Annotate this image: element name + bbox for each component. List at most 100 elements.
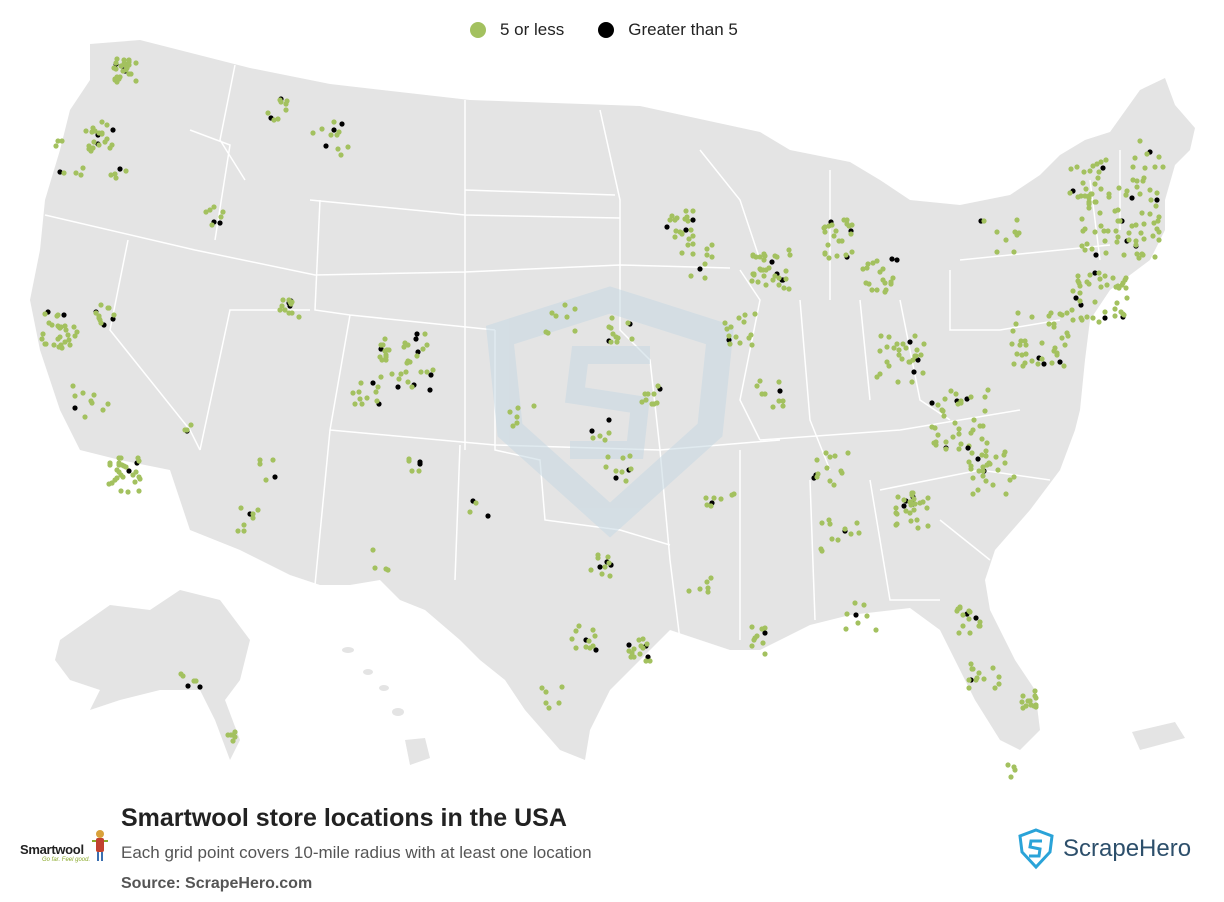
location-dot-low	[757, 254, 763, 260]
location-dot-low	[1090, 163, 1096, 169]
location-dot-low	[894, 341, 900, 347]
location-dot-low	[374, 398, 380, 404]
location-dot-low	[88, 398, 94, 404]
location-dot-low	[1152, 164, 1158, 170]
location-dot-low	[718, 496, 724, 502]
location-dot-low	[191, 678, 197, 684]
location-dot-low	[473, 500, 479, 506]
location-dot-low	[562, 302, 568, 308]
brand-tagline: Go far. Feel good.	[42, 857, 91, 863]
location-dot-high	[395, 384, 401, 390]
location-dot-low	[982, 408, 988, 414]
location-dot-low	[814, 457, 820, 463]
location-dot-low	[702, 275, 708, 281]
location-dot-high	[72, 405, 78, 411]
location-dot-low	[80, 390, 86, 396]
location-dot-low	[763, 282, 769, 288]
location-dot-low	[763, 267, 769, 273]
location-dot-low	[869, 287, 875, 293]
location-dot-low	[430, 367, 436, 373]
location-dot-low	[1079, 317, 1085, 323]
location-dot-low	[841, 217, 847, 223]
location-dot-low	[1098, 186, 1104, 192]
location-dot-low	[685, 242, 691, 248]
location-dot-low	[1096, 169, 1102, 175]
location-dot-low	[649, 401, 655, 407]
location-dot-low	[114, 467, 120, 473]
location-dot-low	[1002, 460, 1008, 466]
location-dot-low	[57, 334, 63, 340]
location-dot-low	[358, 380, 364, 386]
location-dot-low	[1077, 290, 1083, 296]
location-dot-low	[960, 623, 966, 629]
location-dot-low	[819, 548, 825, 554]
location-dot-low	[63, 327, 69, 333]
location-dot-low	[831, 233, 837, 239]
location-dot-low	[1144, 151, 1150, 157]
location-dot-low	[572, 306, 578, 312]
location-dot-low	[856, 530, 862, 536]
location-dot-low	[967, 630, 973, 636]
location-dot-high	[339, 121, 345, 127]
location-dot-high	[272, 474, 278, 480]
location-dot-low	[822, 224, 828, 230]
location-dot-low	[1007, 477, 1013, 483]
location-dot-low	[968, 430, 974, 436]
location-dot-low	[1080, 180, 1086, 186]
location-dot-low	[783, 276, 789, 282]
location-dot-low	[1134, 251, 1140, 257]
location-dot-low	[722, 320, 728, 326]
location-dot-low	[359, 401, 365, 407]
location-dot-low	[573, 628, 579, 634]
location-dot-low	[1084, 241, 1090, 247]
location-dot-low	[283, 107, 289, 113]
location-dot-low	[514, 420, 520, 426]
location-dot-low	[1062, 342, 1068, 348]
location-dot-low	[704, 252, 710, 258]
location-dot-low	[1022, 338, 1028, 344]
location-dot-low	[924, 505, 930, 511]
location-dot-low	[1090, 315, 1096, 321]
location-dot-low	[61, 170, 67, 176]
location-dot-low	[826, 517, 832, 523]
location-dot-low	[310, 130, 316, 136]
location-dot-low	[1101, 228, 1107, 234]
location-dot-low	[62, 339, 68, 345]
location-dot-low	[402, 340, 408, 346]
location-dot-low	[1070, 317, 1076, 323]
location-dot-low	[121, 57, 127, 63]
location-dot-low	[99, 119, 105, 125]
location-dot-low	[1123, 285, 1129, 291]
location-dot-low	[543, 700, 549, 706]
location-dot-low	[976, 670, 982, 676]
location-dot-low	[1082, 193, 1088, 199]
location-dot-low	[890, 275, 896, 281]
location-dot-low	[319, 126, 325, 132]
location-dot-low	[690, 241, 696, 247]
location-dot-low	[71, 324, 77, 330]
location-dot-high	[683, 227, 689, 233]
location-dot-low	[375, 384, 381, 390]
location-dot-low	[1011, 474, 1017, 480]
location-dot-low	[969, 450, 975, 456]
location-dot-low	[88, 148, 94, 154]
location-dot-low	[43, 341, 49, 347]
location-dot-low	[983, 448, 989, 454]
location-dot-low	[91, 139, 97, 145]
location-dot-low	[986, 460, 992, 466]
location-dot-low	[1046, 321, 1052, 327]
location-dot-low	[1152, 254, 1158, 260]
location-dot-low	[424, 342, 430, 348]
location-dot-low	[93, 310, 99, 316]
location-dot-low	[920, 499, 926, 505]
location-dot-low	[780, 403, 786, 409]
location-dot-low	[1137, 138, 1143, 144]
location-dot-high	[901, 503, 907, 509]
location-dot-low	[843, 626, 849, 632]
location-dot-low	[1096, 270, 1102, 276]
location-dot-low	[981, 676, 987, 682]
location-dot-low	[356, 389, 362, 395]
location-dot-low	[1003, 237, 1009, 243]
location-dot-low	[211, 204, 217, 210]
location-dot-low	[111, 312, 117, 318]
